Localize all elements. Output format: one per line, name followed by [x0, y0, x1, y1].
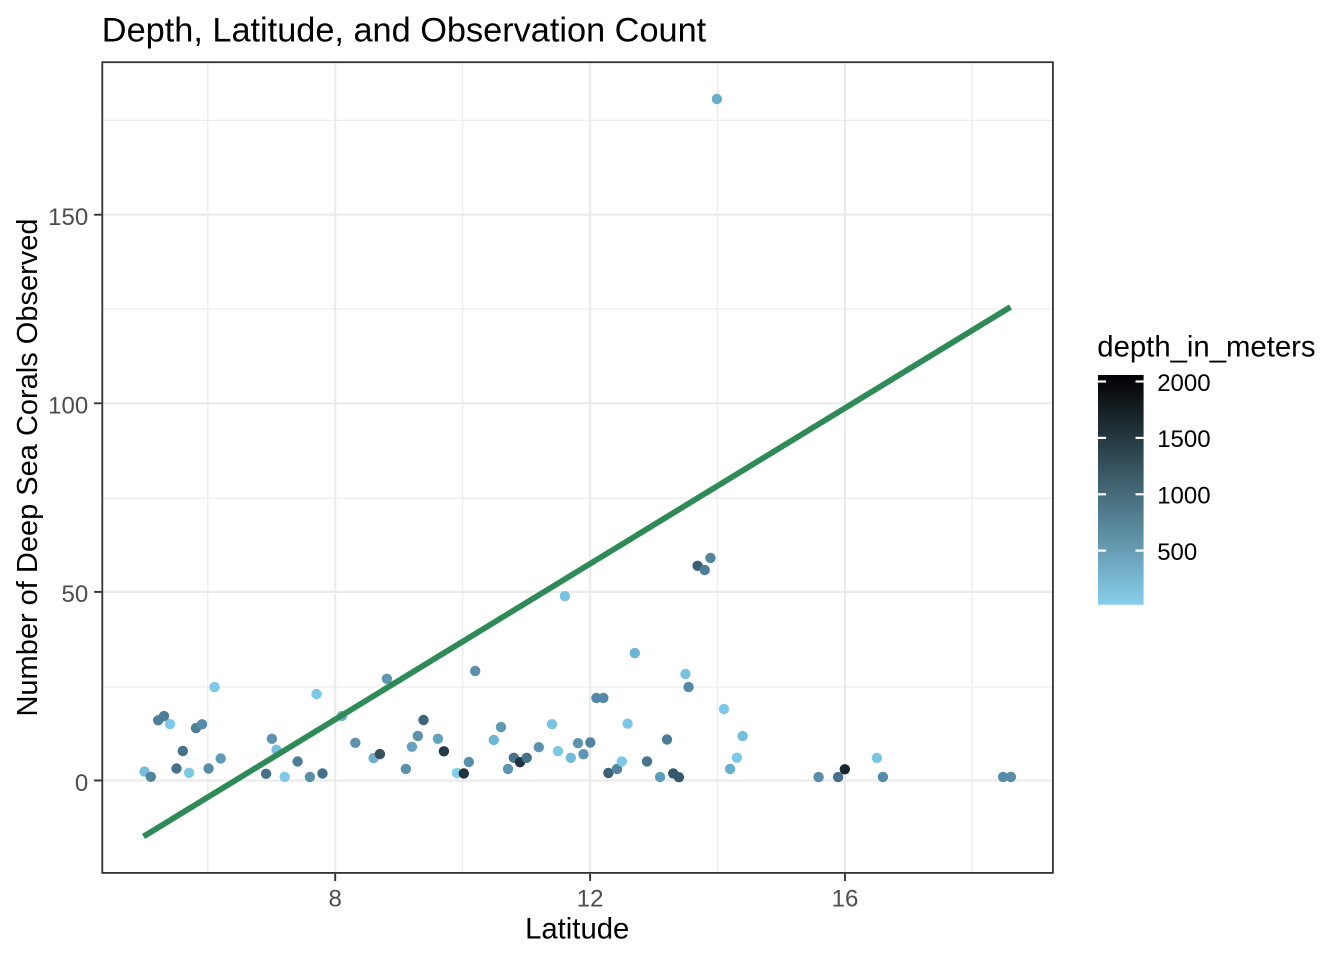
svg-text:2000: 2000: [1157, 370, 1210, 397]
svg-text:8: 8: [329, 885, 342, 912]
svg-text:500: 500: [1157, 539, 1197, 566]
svg-text:12: 12: [577, 885, 604, 912]
svg-text:Number of Deep Sea Corals Obse: Number of Deep Sea Corals Observed: [12, 218, 44, 716]
svg-text:1000: 1000: [1157, 483, 1210, 510]
svg-text:depth_in_meters: depth_in_meters: [1097, 330, 1315, 363]
svg-text:1500: 1500: [1157, 426, 1210, 453]
svg-text:Latitude: Latitude: [525, 913, 629, 946]
svg-text:150: 150: [48, 204, 88, 231]
svg-text:50: 50: [61, 581, 88, 608]
svg-text:100: 100: [48, 393, 88, 420]
svg-text:16: 16: [832, 885, 859, 912]
svg-text:0: 0: [75, 770, 88, 797]
svg-text:Depth, Latitude, and Observati: Depth, Latitude, and Observation Count: [102, 12, 707, 50]
